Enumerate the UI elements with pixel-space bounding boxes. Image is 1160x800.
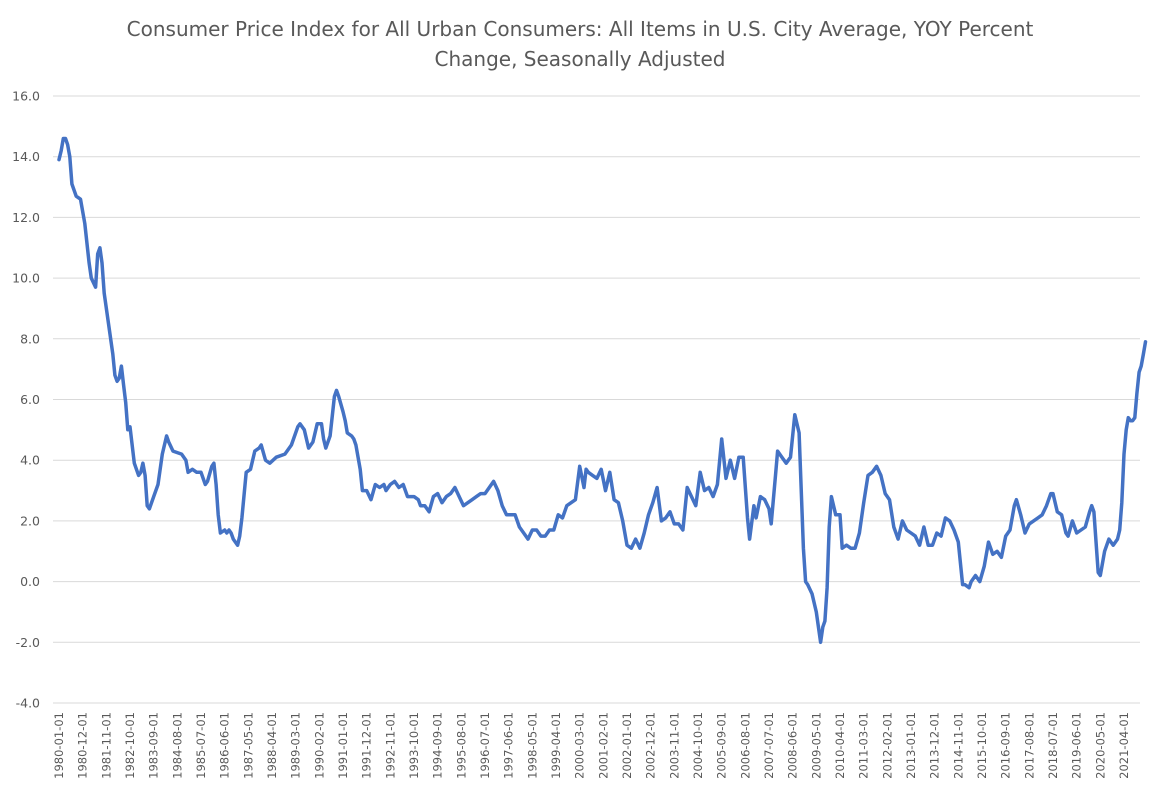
x-tick-label: 1993-10-01 [407,712,421,779]
x-tick-label: 1989-03-01 [289,712,303,779]
x-tick-label: 2012-02-01 [880,712,894,779]
x-tick-label: 2001-02-01 [596,712,610,779]
x-tick-label: 2006-08-01 [738,712,752,779]
x-tick-label: 1983-09-01 [147,712,161,779]
x-tick-label: 2018-07-01 [1046,712,1060,779]
x-tick-label: 1991-01-01 [336,712,350,779]
x-tick-label: 1998-05-01 [525,712,539,779]
y-tick-label: -2.0 [16,635,40,650]
x-tick-label: 2015-10-01 [975,712,989,779]
x-tick-label: 2004-10-01 [691,712,705,779]
x-tick-label: 2016-09-01 [999,712,1013,779]
x-tick-label: 2007-07-01 [762,712,776,779]
y-tick-label: 12.0 [12,210,40,225]
x-tick-label: 2021-04-01 [1117,712,1131,779]
series-group [57,136,1148,645]
y-tick-label: 4.0 [20,453,40,468]
x-axis-ticks: 1980-01-01 1980-12-01 1981-11-01 1982-10-01… [52,712,1131,779]
x-tick-label: 1982-10-01 [123,712,137,779]
chart-title-line-2: Change, Seasonally Adjusted [434,47,726,71]
x-tick-label: 1990-02-01 [312,712,326,779]
x-tick-label: 2013-01-01 [904,712,918,779]
y-tick-label: 16.0 [12,89,40,104]
x-tick-label: 2000-03-01 [573,712,587,779]
y-tick-label: 10.0 [12,271,40,286]
y-tick-label: 8.0 [20,331,40,346]
x-tick-label: 2003-11-01 [667,712,681,779]
x-tick-label: 1985-07-01 [194,712,208,779]
x-tick-label: 2019-06-01 [1070,712,1084,779]
x-tick-label: 2009-05-01 [809,712,823,779]
x-tick-label: 2017-08-01 [1022,712,1036,779]
x-tick-label: 2014-11-01 [951,712,965,779]
x-tick-label: 2008-06-01 [786,712,800,779]
x-tick-label: 1996-07-01 [478,712,492,779]
x-tick-label: 1986-06-01 [218,712,232,779]
x-tick-label: 1984-08-01 [170,712,184,779]
x-tick-label: 2010-04-01 [833,712,847,779]
x-tick-label: 1997-06-01 [502,712,516,779]
x-tick-label: 1995-08-01 [454,712,468,779]
y-tick-label: 14.0 [12,149,40,164]
x-tick-label: 2011-03-01 [857,712,871,779]
x-tick-label: 2005-09-01 [715,712,729,779]
x-tick-label: 1999-04-01 [549,712,563,779]
x-tick-label: 1980-12-01 [76,712,90,779]
y-axis-ticks: -4.0 -2.0 0.0 2.0 4.0 6.0 8.0 10.0 12.0 14.0 16.0 [12,89,40,711]
x-tick-label: 1987-05-01 [241,712,255,779]
x-tick-label: 1992-11-01 [383,712,397,779]
x-tick-label: 1994-09-01 [431,712,445,779]
x-tick-label: 1988-04-01 [265,712,279,779]
gridlines [53,95,1140,704]
x-tick-label: 2002-01-01 [620,712,634,779]
x-tick-label: 1980-01-01 [52,712,66,779]
chart-title-line-1: Consumer Price Index for All Urban Consu… [126,17,1034,41]
x-tick-label: 1981-11-01 [99,712,113,779]
x-tick-label: 2002-12-01 [644,712,658,779]
chart-title: Consumer Price Index for All Urban Consu… [0,14,1160,74]
x-tick-label: 2020-05-01 [1093,712,1107,779]
series-line [57,136,1148,645]
y-tick-label: 0.0 [20,574,40,589]
y-tick-label: 2.0 [20,513,40,528]
y-tick-label: -4.0 [16,696,40,711]
x-tick-label: 1991-12-01 [360,712,374,779]
x-tick-label: 2013-12-01 [928,712,942,779]
y-tick-label: 6.0 [20,392,40,407]
